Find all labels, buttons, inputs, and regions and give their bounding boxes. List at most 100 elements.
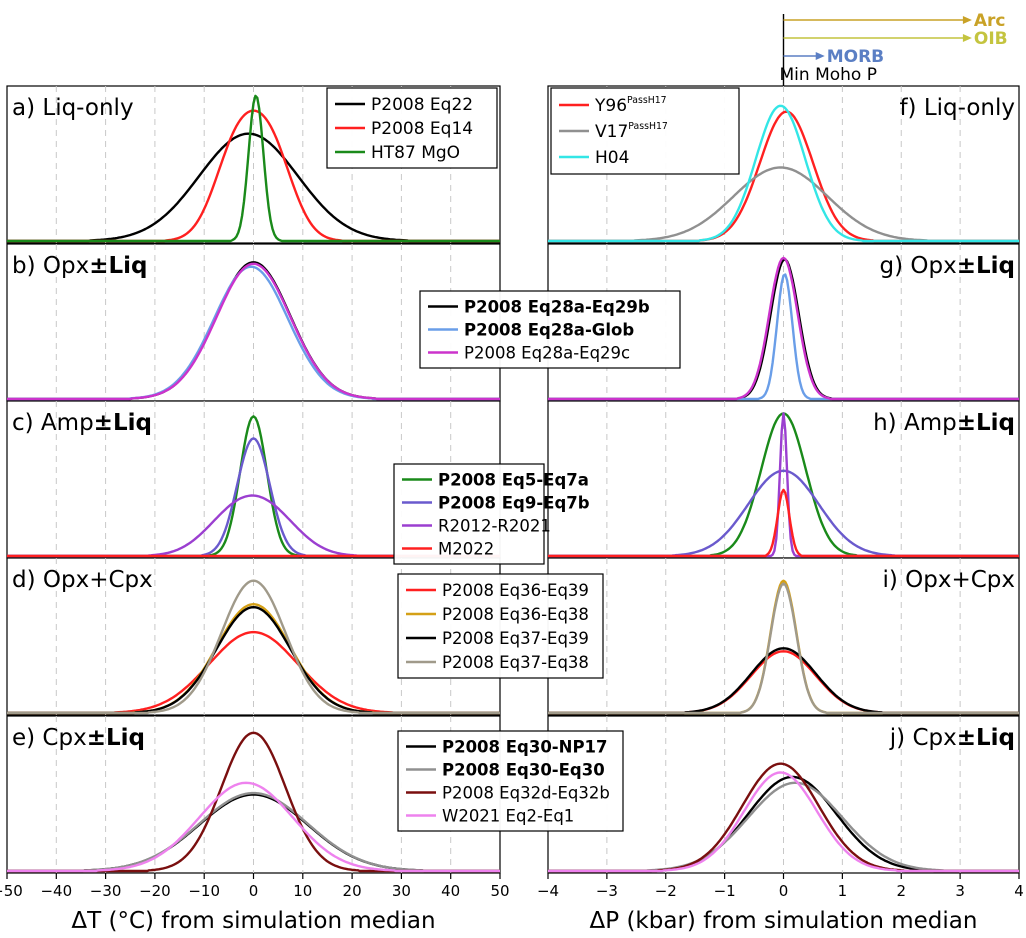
legend-label: P2008 Eq32d-Eq32b [442,783,610,802]
arrow-label: OIB [974,29,1008,49]
x-axis-right: −4 −3 −2 −1 0 1 2 3 4 ΔP (kbar) from simulation m… [537,873,1024,934]
legend-name: P2008 Eq36-Eq38 [442,605,589,624]
panel-label-main: h) Amp [873,410,957,436]
panel-label-main: a) Liq-only [12,95,134,121]
panel-d: d) Opx+Cpx [6,557,501,716]
legend-label: H04 [595,148,629,168]
legend-label: W2021 Eq2-Eq1 [442,806,574,825]
arrow-head [962,34,972,42]
arrow-label: Arc [974,11,1006,31]
legend-name: P2008 Eq30-NP17 [442,737,608,756]
series-line [548,488,1019,558]
legend-e: P2008 Eq30-NP17 P2008 Eq30-Eq30 P2008 Eq32… [397,730,624,832]
legend-name: W2021 Eq2-Eq1 [442,806,574,825]
tick-label: −10 [188,882,220,900]
tick-label: −2 [655,882,677,900]
legend-name: Y96 [594,96,627,116]
tick-label: −20 [139,882,171,900]
series-line [548,582,1019,715]
legend-name: R2012-R2021 [438,516,551,535]
tick-label: 20 [343,882,362,900]
tick-label: −4 [537,882,559,900]
panel-label-bold: ±Liq [957,725,1015,751]
legend-name: P2008 Eq28a-Glob [464,320,634,339]
legend-label: P2008 Eq30-NP17 [442,737,608,756]
legend-label: P2008 Eq36-Eq39 [442,581,589,600]
moho-label: Min Moho P [780,65,877,85]
tick-label: 10 [293,882,312,900]
legend-superscript: PassH17 [628,121,668,132]
panel-label: i) Opx+Cpx [882,567,1015,593]
panel-label-bold: ±Liq [89,253,147,279]
panel-label: c) Amp±Liq [12,410,152,436]
legend-name: P2008 Eq9-Eq7b [438,493,590,512]
legend-label: M2022 [438,539,494,558]
legend-label: P2008 Eq28a-Glob [464,320,634,339]
legend-frame [419,290,681,369]
panel-label-bold: ±Liq [957,410,1015,436]
panel-label-bold: ±Liq [87,725,145,751]
series-line [7,579,500,715]
legend-label: Y96PassH17 [594,95,667,116]
tick-label: −3 [596,882,618,900]
panel-label: a) Liq-only [12,95,134,121]
legend-name: P2008 Eq32d-Eq32b [442,783,610,802]
axis-label: ΔP (kbar) from simulation median [590,908,978,934]
panel-label-main: c) Amp [12,410,94,436]
legend-superscript: PassH17 [627,95,667,106]
panel-label-bold: ±Liq [94,410,152,436]
legend-label: P2008 Eq37-Eq39 [442,629,589,648]
tick-label: 50 [490,882,509,900]
legend-name: HT87 MgO [371,143,460,163]
tick-label: 3 [955,882,965,900]
panel-label-main: g) Opx [880,253,957,279]
legend-label: P2008 Eq5-Eq7a [438,470,589,489]
panel-label-main: b) Opx [12,253,89,279]
arrow-head [815,52,825,60]
legend-label: P2008 Eq36-Eq38 [442,605,589,624]
series-line [548,771,1019,873]
tick-label: 30 [392,882,411,900]
legend-label: P2008 Eq28a-Eq29b [464,297,650,316]
series-line [548,104,1019,243]
panel-j: j) Cpx±Liq [547,715,1020,874]
legend-label: R2012-R2021 [438,516,551,535]
tick-label: 4 [1014,882,1024,900]
panel-label-main: e) Cpx [12,725,87,751]
legend-d: P2008 Eq36-Eq39 P2008 Eq36-Eq38 P2008 Eq37… [397,573,604,679]
panel-label: f) Liq-only [899,95,1015,121]
legend-c: P2008 Eq5-Eq7a P2008 Eq9-Eq7b R2012-R2021 M… [393,463,590,565]
legend-name: P2008 Eq36-Eq39 [442,581,589,600]
legend-b: P2008 Eq28a-Eq29b P2008 Eq28a-Glob P2008 E… [419,290,681,369]
panel-label-main: d) Opx+Cpx [12,567,153,593]
series-line [7,94,500,243]
arrow-label: MORB [827,47,884,67]
tick-label: −30 [90,882,122,900]
legend-name: M2022 [438,539,494,558]
legend-name: V17 [595,122,628,142]
tick-label: 40 [441,882,460,900]
panel-h: h) Amp±Liq [547,400,1020,559]
panel-i: i) Opx+Cpx [547,557,1020,716]
panel-label-main: j) Cpx [889,725,957,751]
tick-label: 1 [838,882,848,900]
legend-label: P2008 Eq14 [371,119,473,139]
legend-label: P2008 Eq37-Eq38 [442,653,589,672]
x-axis-left: −50 −40 −30 −20 −10 0 10 20 30 40 50 ΔT (°C) from s… [0,873,510,934]
legend-name: H04 [595,148,629,168]
panel-label: j) Cpx±Liq [889,725,1015,751]
legend-label: HT87 MgO [371,143,460,163]
legend-label: V17PassH17 [595,121,668,142]
series-line [7,262,500,401]
series-line [7,781,500,873]
legend-name: P2008 Eq37-Eq39 [442,629,589,648]
tick-label: −50 [0,882,23,900]
panel-label: b) Opx±Liq [12,253,147,279]
panel-label-main: f) Liq-only [899,95,1015,121]
